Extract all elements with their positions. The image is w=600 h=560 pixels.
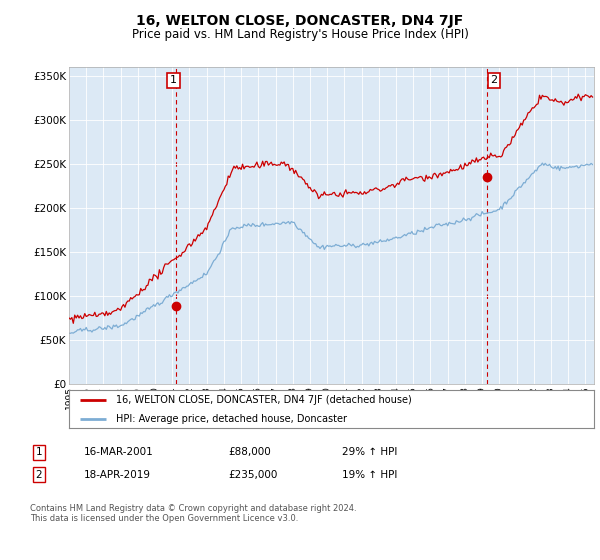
Text: Price paid vs. HM Land Registry's House Price Index (HPI): Price paid vs. HM Land Registry's House … [131, 28, 469, 41]
Text: 2: 2 [490, 76, 497, 85]
Text: 16, WELTON CLOSE, DONCASTER, DN4 7JF: 16, WELTON CLOSE, DONCASTER, DN4 7JF [136, 14, 464, 28]
Text: 29% ↑ HPI: 29% ↑ HPI [342, 447, 397, 458]
Text: 2: 2 [35, 470, 43, 480]
Text: 18-APR-2019: 18-APR-2019 [84, 470, 151, 480]
Text: 19% ↑ HPI: 19% ↑ HPI [342, 470, 397, 480]
Text: 1: 1 [35, 447, 43, 458]
Text: 1: 1 [170, 76, 177, 85]
Text: 16, WELTON CLOSE, DONCASTER, DN4 7JF (detached house): 16, WELTON CLOSE, DONCASTER, DN4 7JF (de… [116, 395, 412, 405]
Text: Contains HM Land Registry data © Crown copyright and database right 2024.
This d: Contains HM Land Registry data © Crown c… [30, 504, 356, 524]
Text: £235,000: £235,000 [228, 470, 277, 480]
Text: 16-MAR-2001: 16-MAR-2001 [84, 447, 154, 458]
Text: £88,000: £88,000 [228, 447, 271, 458]
Text: HPI: Average price, detached house, Doncaster: HPI: Average price, detached house, Donc… [116, 414, 347, 424]
